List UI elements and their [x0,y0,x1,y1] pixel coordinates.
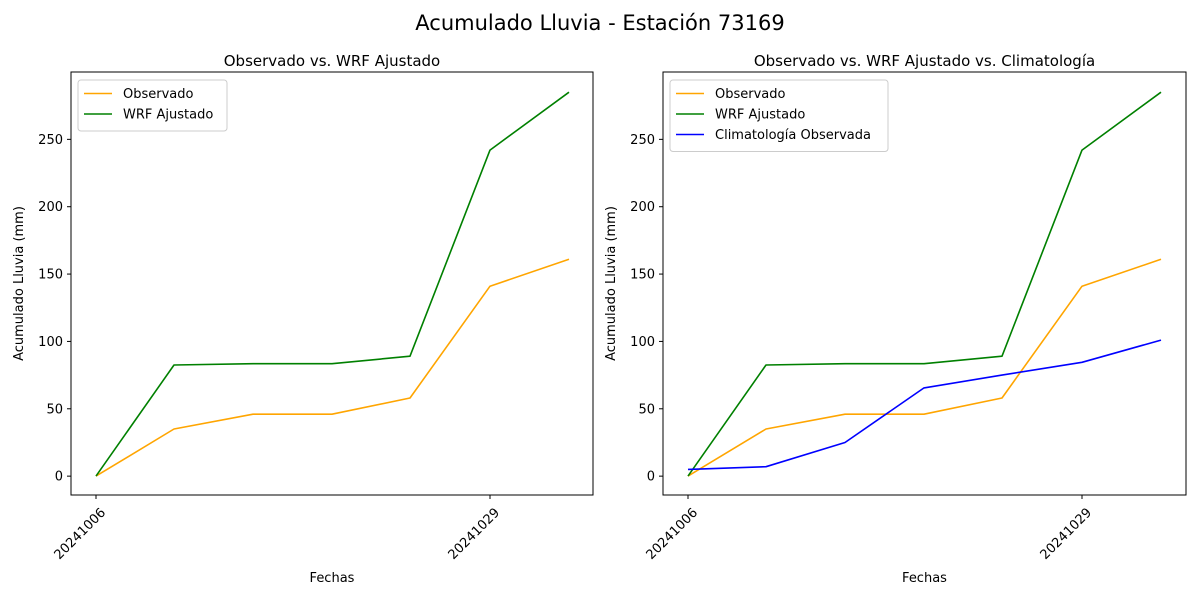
chart1-xtick-label: 20241006 [52,505,109,562]
chart2-legend [669,79,889,152]
chart2-frame [662,71,1187,496]
chart1-ytick-label: 250 [38,133,63,148]
chart2-ytick-label: 150 [630,268,655,283]
chart2-series-1-line [687,258,1162,477]
chart2-xtick-label: 20241006 [644,505,701,562]
chart2-xlabel: Fechas [902,571,947,586]
chart2-legend-label-3: Climatología Observada [715,128,871,143]
chart1-legend-label-1: Observado [123,87,194,102]
chart2-title: Observado vs. WRF Ajustado vs. Climatolo… [754,52,1095,70]
chart1-legend [77,79,228,132]
chart2-ytick-label: 100 [630,335,655,350]
chart2-ytick-label: 250 [630,133,655,148]
chart1-ytick-label: 0 [55,470,63,485]
chart1-ytick-label: 150 [38,268,63,283]
chart1-ylabel: Acumulado Lluvia (mm) [12,206,27,361]
figure-suptitle: Acumulado Lluvia - Estación 73169 [415,11,784,35]
chart2-legend-label-1: Observado [715,87,786,102]
chart1-ytick-label: 200 [38,200,63,215]
chart2-xtick-label: 20241029 [1038,505,1095,562]
chart1-ytick-label: 100 [38,335,63,350]
chart1-xtick-label: 20241029 [446,505,503,562]
chart2-ytick-label: 200 [630,200,655,215]
chart2-series-2-line [687,91,1162,477]
chart2-legend-label-2: WRF Ajustado [715,108,805,123]
chart2-series-3-line [687,339,1162,471]
chart1-title: Observado vs. WRF Ajustado [224,52,440,70]
chart1-series-2-line [95,91,570,477]
chart2-ytick-label: 0 [647,470,655,485]
chart2-ylabel: Acumulado Lluvia (mm) [604,206,619,361]
chart2-ytick-label: 50 [638,402,655,417]
chart1-series-1-line [95,258,570,477]
chart1-frame [70,71,594,496]
chart1-xlabel: Fechas [310,571,355,586]
chart1-ytick-label: 50 [46,402,63,417]
chart1-legend-label-2: WRF Ajustado [123,108,213,123]
